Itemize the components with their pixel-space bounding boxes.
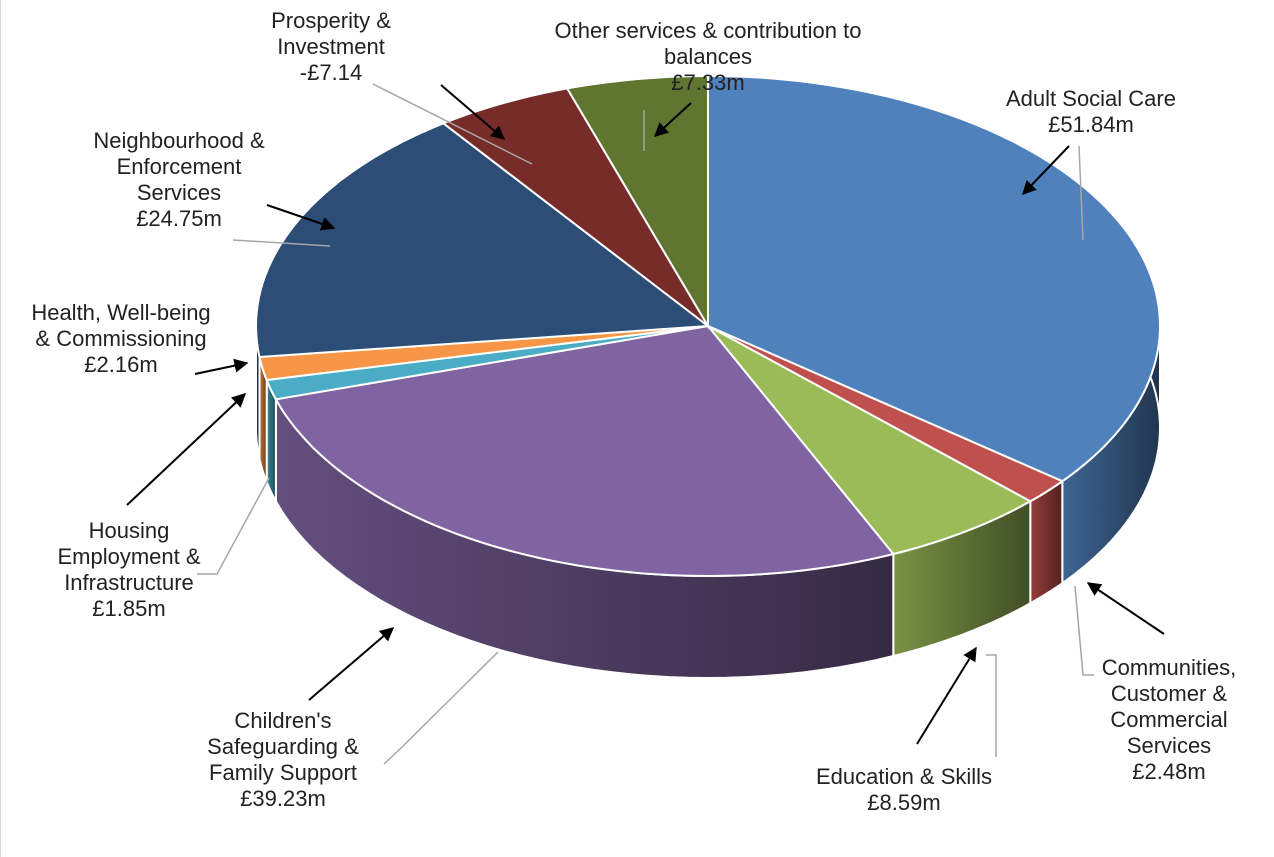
data-label-neighbourhood-line-0: Neighbourhood & bbox=[93, 128, 265, 153]
data-label-children-line-2: Family Support bbox=[209, 760, 357, 785]
data-label-prosperity-line-0: Prosperity & bbox=[271, 8, 391, 33]
data-label-adult-line-1: £51.84m bbox=[1048, 112, 1134, 137]
leader-line-housing bbox=[197, 477, 270, 575]
data-label-education-line-1: £8.59m bbox=[867, 790, 941, 815]
arrow-neighbourhood bbox=[266, 204, 336, 231]
data-label-other-line-1: balances bbox=[663, 44, 753, 69]
data-label-children-line-1: Safeguarding & bbox=[207, 734, 359, 759]
data-label-housing-line-2: Infrastructure bbox=[64, 570, 194, 595]
arrow-health bbox=[194, 358, 249, 375]
pie-slice-neighbourhood bbox=[254, 122, 711, 359]
data-label-communities: Communities, Customer & Commercial Services… bbox=[1102, 655, 1236, 785]
data-label-health-line-2: £2.16m bbox=[84, 352, 158, 377]
data-label-neighbourhood-line-1: Enforcement bbox=[116, 154, 242, 179]
data-label-communities-line-2: Commercial bbox=[1110, 707, 1228, 732]
pie-slice-prosperity bbox=[441, 87, 709, 327]
pie-slice-education bbox=[707, 325, 1033, 556]
arrow-adult bbox=[1022, 145, 1070, 196]
data-label-health: Health, Well-being & Commissioning £2.16m bbox=[31, 300, 210, 378]
arrow-communities bbox=[1086, 582, 1165, 635]
arrow-other bbox=[653, 102, 692, 137]
data-label-children-line-3: £39.23m bbox=[240, 786, 326, 811]
data-label-communities-line-3: Services bbox=[1126, 733, 1212, 758]
data-label-communities-line-0: Communities, bbox=[1101, 655, 1237, 680]
pie-slice-adult bbox=[707, 74, 1162, 483]
data-label-prosperity-line-2: -£7.14 bbox=[299, 60, 363, 85]
data-label-communities-line-4: £2.48m bbox=[1132, 759, 1206, 784]
data-label-other-line-2: £7.33m bbox=[671, 70, 745, 95]
data-label-neighbourhood-line-2: Services bbox=[136, 180, 222, 205]
leader-line-prosperity bbox=[372, 83, 533, 165]
data-label-health-line-0: Health, Well-being bbox=[31, 300, 211, 325]
data-label-prosperity: Prosperity & Investment -£7.14 bbox=[271, 8, 391, 86]
leader-line-neighbourhood bbox=[232, 239, 331, 247]
leader-line-children bbox=[383, 651, 499, 765]
data-label-adult-line-0: Adult Social Care bbox=[1006, 86, 1176, 111]
data-label-housing-line-1: Employment & bbox=[57, 544, 201, 569]
pie-slice-children bbox=[274, 324, 896, 578]
data-label-communities-line-1: Customer & bbox=[1110, 681, 1228, 706]
arrow-education bbox=[916, 646, 977, 745]
arrow-children bbox=[308, 627, 395, 701]
data-label-education: Education & Skills £8.59m bbox=[816, 764, 992, 816]
data-label-housing-line-0: Housing bbox=[88, 518, 170, 543]
data-label-children: Children's Safeguarding & Family Support £3… bbox=[207, 708, 359, 812]
leader-line-adult bbox=[1078, 145, 1084, 241]
data-label-housing-line-3: £1.85m bbox=[92, 596, 166, 621]
data-label-children-line-0: Children's bbox=[234, 708, 332, 733]
leader-line-education bbox=[986, 654, 997, 757]
data-label-education-line-0: Education & Skills bbox=[815, 764, 993, 789]
data-label-neighbourhood-line-3: £24.75m bbox=[136, 206, 222, 231]
data-label-health-line-1: & Commissioning bbox=[35, 326, 207, 351]
leader-line-communities bbox=[1074, 585, 1094, 676]
data-label-adult: Adult Social Care £51.84m bbox=[1006, 86, 1176, 138]
data-label-prosperity-line-1: Investment bbox=[277, 34, 385, 59]
data-label-housing: Housing Employment & Infrastructure £1.85m bbox=[57, 518, 200, 622]
data-label-other: Other services & contribution to balances… bbox=[555, 18, 862, 96]
data-label-other-line-0: Other services & contribution to bbox=[554, 18, 862, 43]
arrow-housing bbox=[126, 393, 247, 506]
arrow-prosperity bbox=[440, 84, 506, 140]
data-label-neighbourhood: Neighbourhood & Enforcement Services £24.75… bbox=[93, 128, 264, 232]
pie-slice-other bbox=[565, 74, 709, 330]
